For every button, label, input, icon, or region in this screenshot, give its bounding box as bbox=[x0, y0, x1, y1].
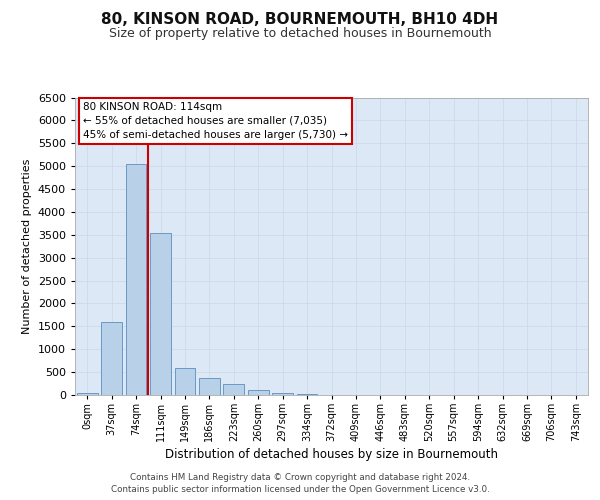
Bar bbox=[101, 322, 122, 395]
Text: Contains HM Land Registry data © Crown copyright and database right 2024.: Contains HM Land Registry data © Crown c… bbox=[130, 472, 470, 482]
Bar bbox=[223, 384, 244, 395]
Y-axis label: Number of detached properties: Number of detached properties bbox=[22, 158, 32, 334]
Bar bbox=[199, 378, 220, 395]
Text: 80, KINSON ROAD, BOURNEMOUTH, BH10 4DH: 80, KINSON ROAD, BOURNEMOUTH, BH10 4DH bbox=[101, 12, 499, 28]
Bar bbox=[77, 392, 98, 395]
Bar bbox=[175, 368, 196, 395]
X-axis label: Distribution of detached houses by size in Bournemouth: Distribution of detached houses by size … bbox=[165, 448, 498, 462]
Text: Size of property relative to detached houses in Bournemouth: Size of property relative to detached ho… bbox=[109, 28, 491, 40]
Bar bbox=[125, 164, 146, 395]
Bar bbox=[248, 390, 269, 395]
Text: 80 KINSON ROAD: 114sqm
← 55% of detached houses are smaller (7,035)
45% of semi-: 80 KINSON ROAD: 114sqm ← 55% of detached… bbox=[83, 102, 347, 140]
Bar bbox=[272, 392, 293, 395]
Bar bbox=[296, 394, 317, 395]
Bar bbox=[150, 232, 171, 395]
Text: Contains public sector information licensed under the Open Government Licence v3: Contains public sector information licen… bbox=[110, 485, 490, 494]
